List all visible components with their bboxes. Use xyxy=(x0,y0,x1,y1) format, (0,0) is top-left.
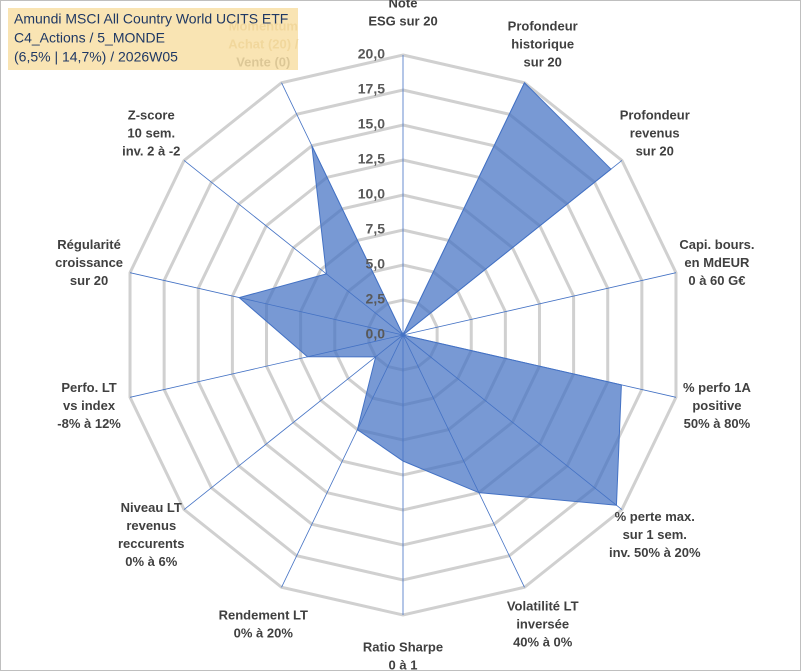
category-label: % perfo 1A xyxy=(683,380,752,395)
category-label: vs index xyxy=(63,398,116,413)
r-tick-label: 17,5 xyxy=(358,81,385,97)
chart-title: C4_Actions / 5_MONDE xyxy=(14,30,165,46)
r-tick-label: 2,5 xyxy=(366,291,386,307)
category-label: revenus xyxy=(630,126,680,141)
category-label: inv. 50% à 20% xyxy=(609,545,701,560)
title: Amundi MSCI All Country World UCITS ETF C… xyxy=(14,11,288,65)
marks xyxy=(238,81,622,506)
spoke xyxy=(183,334,404,510)
spoke xyxy=(402,272,677,336)
category-label: revenus xyxy=(126,518,176,533)
category-label: Profondeur xyxy=(508,18,578,33)
r-tick-label: 0,0 xyxy=(366,326,386,342)
category-label: ESG sur 20 xyxy=(368,13,437,28)
category-label: Perfo. LT xyxy=(61,380,116,395)
category-label: Z-score xyxy=(128,108,175,123)
title-box xyxy=(8,8,298,70)
r-tick-label: 20,0 xyxy=(358,46,385,62)
category-label: -8% à 12% xyxy=(57,416,121,431)
category-label: reccurents xyxy=(118,536,184,551)
category-label: croissance xyxy=(55,255,123,270)
r-tick-label: 15,0 xyxy=(358,116,385,132)
category-label: inversée xyxy=(516,617,569,632)
category-label: Volatilité LT xyxy=(507,599,579,614)
category-label: Note xyxy=(389,0,418,10)
category-label: sur 20 xyxy=(524,54,562,69)
chart-title: (6,5% | 14,7%) / 2026W05 xyxy=(14,49,178,65)
category-label: sur 20 xyxy=(636,144,674,159)
category-label: sur 20 xyxy=(70,273,108,288)
category-label: 10 sem. xyxy=(127,126,175,141)
r-tick-label: 12,5 xyxy=(358,151,385,167)
labels: 0,0 2,5 5,0 7,5 10,0 12,5 15,0 17,5 20,0 Note ESG … xyxy=(55,0,754,671)
category-label: historique xyxy=(511,36,574,51)
category-label: 0% à 6% xyxy=(125,554,177,569)
category-label: Capi. bours. xyxy=(679,237,754,252)
category-label: sur 1 sem. xyxy=(623,527,687,542)
category-label: Profondeur xyxy=(620,108,690,123)
category-label: en MdEUR xyxy=(684,255,750,270)
category-label: % perte max. xyxy=(615,509,695,524)
category-label: 40% à 0% xyxy=(513,635,573,650)
r-tick-label: 10,0 xyxy=(358,186,385,202)
category-label: Rendement LT xyxy=(219,608,308,623)
r-tick-label: 7,5 xyxy=(366,221,386,237)
r-tick-label: 5,0 xyxy=(366,256,386,272)
radar-area xyxy=(238,81,622,506)
chart-title: Amundi MSCI All Country World UCITS ETF xyxy=(14,11,288,27)
category-label: inv. 2 à -2 xyxy=(122,144,180,159)
category-label: Niveau LT xyxy=(121,500,182,515)
category-label: Régularité xyxy=(57,237,121,252)
category-label: positive xyxy=(692,398,741,413)
category-label: 0 à 60 G€ xyxy=(688,273,745,288)
category-label: Ratio Sharpe xyxy=(363,639,443,654)
category-label: 50% à 80% xyxy=(684,416,751,431)
category-label: 0% à 20% xyxy=(234,626,294,641)
category-label: 0 à 1 xyxy=(389,657,418,671)
